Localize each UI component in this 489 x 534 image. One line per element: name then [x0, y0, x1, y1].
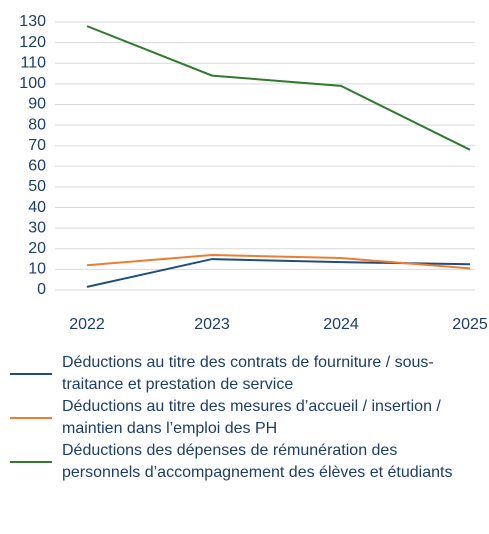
x-tick-label: 2023 — [194, 316, 230, 333]
legend-label: Déductions au titre des contrats de four… — [62, 354, 434, 393]
y-tick-label: 80 — [28, 116, 46, 133]
y-tick-label: 50 — [28, 178, 46, 195]
y-tick-label: 100 — [19, 75, 46, 92]
series-line — [86, 253, 471, 270]
y-tick-label: 0 — [37, 281, 46, 298]
y-tick-label: 20 — [28, 240, 46, 257]
legend-label: Déductions au titre des mesures d’accuei… — [62, 398, 441, 437]
legend-swatch — [10, 373, 52, 375]
y-tick-label: 30 — [28, 219, 46, 236]
legend-entry: Déductions au titre des contrats de four… — [0, 352, 462, 396]
x-tick-label: 2025 — [452, 316, 488, 333]
legend: Déductions au titre des contrats de four… — [0, 352, 489, 484]
legend-entry: Déductions des dépenses de rémunération … — [0, 440, 462, 484]
y-tick-label: 130 — [19, 13, 46, 30]
y-tick-label: 70 — [28, 137, 46, 154]
x-tick-label: 2022 — [69, 316, 105, 333]
y-tick-label: 60 — [28, 158, 46, 175]
series-line — [86, 25, 471, 151]
y-tick-label: 90 — [28, 96, 46, 113]
y-tick-label: 120 — [19, 34, 46, 51]
y-tick-label: 110 — [20, 54, 46, 71]
y-tick-label: 10 — [28, 261, 46, 278]
legend-entry: Déductions au titre des mesures d’accuei… — [0, 396, 462, 440]
legend-swatch — [10, 461, 52, 463]
legend-label: Déductions des dépenses de rémunération … — [62, 442, 453, 481]
y-tick-label: 40 — [28, 199, 46, 216]
legend-swatch — [10, 417, 52, 419]
x-tick-label: 2024 — [323, 316, 359, 333]
chart: 0 10 20 30 40 50 60 70 80 90 100 110 120 130 2022 2023 2… — [19, 13, 488, 333]
